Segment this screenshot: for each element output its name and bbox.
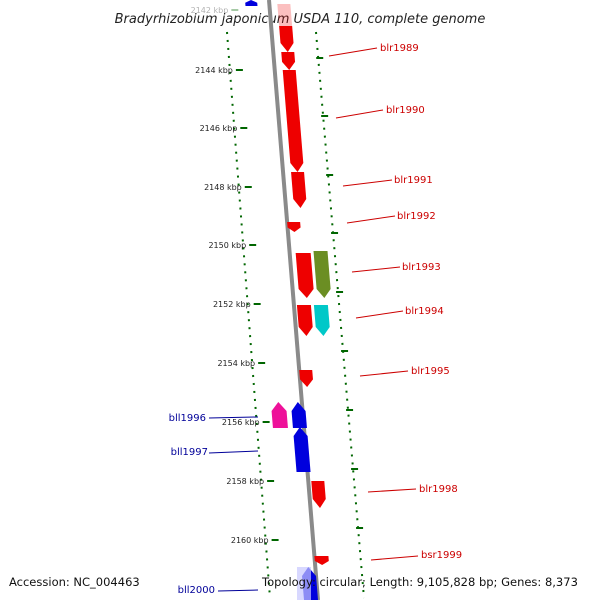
gene-arrow-blr1993-olive[interactable]	[313, 251, 331, 298]
gene-features	[245, 0, 331, 600]
left-outer-dots	[226, 31, 271, 599]
kbp-tick-label: 2154 kbp	[217, 359, 255, 368]
kbp-tick: 2152 kbp	[213, 300, 261, 309]
gene-label-bll1997[interactable]: bll1997	[171, 447, 208, 458]
gene-label-blr1989[interactable]: blr1989	[380, 43, 419, 54]
gene-arrow-blr1989[interactable]	[279, 26, 294, 52]
leader-line-blr1995	[359, 370, 409, 377]
gene-arrow-bll1996-magenta[interactable]	[271, 402, 288, 428]
kbp-scale: 2142 kbp 2144 kbp 2146 kbp 2148 kbp 2150 kbp…	[191, 6, 364, 545]
leader-line-blr1990	[335, 109, 384, 119]
gene-arrow-bll1997[interactable]	[293, 427, 311, 472]
leader-line-blr1991	[342, 179, 393, 187]
gene-arrow-blr1994[interactable]	[296, 305, 313, 336]
gene-label-blr1993[interactable]: blr1993	[402, 262, 441, 273]
gene-arrow-bsr1999[interactable]	[314, 556, 329, 565]
kbp-tick-label: 2156 kbp	[222, 418, 260, 427]
kbp-tick-label: 2142 kbp	[191, 6, 229, 15]
label-leader-lines	[208, 47, 419, 592]
gene-arrow-bll1996[interactable]	[291, 402, 307, 428]
kbp-tick: 2156 kbp	[222, 418, 270, 427]
gene-arrow-blr1990[interactable]	[282, 70, 304, 172]
gene-arrow-blr1995[interactable]	[299, 370, 313, 387]
gene-arrow-blr1989b[interactable]	[281, 52, 296, 70]
gene-label-blr1991[interactable]: blr1991	[394, 175, 433, 186]
gene-label-blr1995[interactable]: blr1995	[411, 366, 450, 377]
kbp-tick-label: 2144 kbp	[195, 66, 233, 75]
kbp-tick: 2142 kbp	[191, 6, 239, 15]
leader-line-blr1993	[351, 266, 401, 273]
leader-line-blr1989	[328, 47, 378, 57]
gene-arrow-top-reverse[interactable]	[245, 0, 258, 6]
leader-line-bsr1999	[370, 555, 419, 561]
leader-line-bll1996	[208, 416, 259, 419]
gene-label-blr1998[interactable]: blr1998	[419, 484, 458, 495]
topology-text: Topology: circular; Length: 9,105,828 bp…	[261, 575, 578, 589]
gene-arrow-blr1994-cyan[interactable]	[313, 305, 330, 336]
gene-label-blr1992[interactable]: blr1992	[397, 211, 436, 222]
gene-label-bll2000[interactable]: bll2000	[178, 585, 215, 596]
kbp-tick-label: 2152 kbp	[213, 300, 251, 309]
kbp-tick-label: 2160 kbp	[231, 536, 269, 545]
leader-line-blr1998	[367, 488, 417, 493]
kbp-tick: 2160 kbp	[231, 536, 279, 545]
accession-text: Accession: NC_004463	[9, 575, 140, 589]
gene-label-blr1994[interactable]: blr1994	[405, 306, 444, 317]
kbp-tick: 2148 kbp	[204, 183, 252, 192]
leader-line-bll2000	[217, 589, 259, 592]
dotted-track-guides	[226, 31, 365, 599]
leader-line-bll1997	[208, 450, 259, 454]
kbp-tick: 2158 kbp	[226, 477, 275, 486]
kbp-tick-label: 2158 kbp	[226, 477, 264, 486]
gene-labels: blr1989 blr1990 blr1991 blr1992 blr1993 blr19…	[169, 43, 462, 596]
genome-backbone	[267, 0, 320, 600]
gene-arrow-blr1991[interactable]	[291, 172, 307, 208]
gene-arrow-blr1998[interactable]	[311, 481, 326, 508]
leader-line-blr1992	[346, 215, 396, 224]
kbp-tick: 2146 kbp	[200, 124, 248, 133]
right-outer-dots	[315, 31, 365, 599]
kbp-tick: 2144 kbp	[195, 66, 243, 75]
kbp-tick: 2150 kbp	[208, 241, 257, 250]
genome-title: Bradyrhizobium japonicum USDA 110, compl…	[115, 12, 486, 27]
kbp-tick: 2154 kbp	[217, 359, 266, 368]
leader-line-blr1994	[355, 310, 404, 319]
kbp-tick-label: 2146 kbp	[200, 124, 238, 133]
gene-label-bsr1999[interactable]: bsr1999	[421, 550, 462, 561]
gene-label-blr1990[interactable]: blr1990	[386, 105, 425, 116]
gene-label-bll1996[interactable]: bll1996	[169, 413, 206, 424]
kbp-tick-label: 2150 kbp	[208, 241, 246, 250]
gene-arrow-blr1993[interactable]	[295, 253, 314, 298]
gene-arrow-blr1992[interactable]	[287, 222, 301, 232]
gene-highlight-bll2000	[297, 567, 311, 600]
kbp-tick-label: 2148 kbp	[204, 183, 242, 192]
